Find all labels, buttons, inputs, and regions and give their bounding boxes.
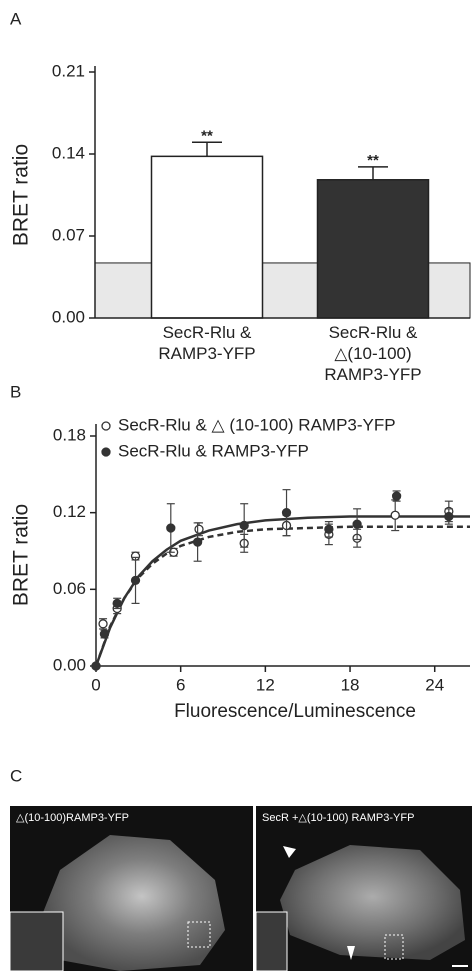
- image-caption: △(10-100)RAMP3-YFP: [16, 812, 129, 824]
- point: [390, 510, 400, 520]
- cell: [40, 835, 225, 971]
- x-tick-label: SecR-Rlu & RAMP3-YFP: [158, 323, 256, 363]
- point: [112, 598, 122, 609]
- legend-label: SecR-Rlu & △ (10-100) RAMP3-YFP: [118, 415, 396, 434]
- panel-label: B: [10, 382, 21, 401]
- point: [91, 661, 101, 671]
- inset: [9, 911, 64, 971]
- roi-box: [187, 921, 211, 948]
- legend-label: SecR-Rlu & RAMP3-YFP: [118, 441, 309, 460]
- y-tick-label: 0.06: [53, 579, 86, 598]
- bar: [150, 155, 264, 319]
- fit-line: [94, 525, 470, 667]
- x-axis-label: Fluorescence/Luminescence: [174, 701, 416, 722]
- panel-label: A: [10, 9, 22, 28]
- x-tick-label: 6: [176, 675, 185, 694]
- y-tick-label: 0.18: [53, 425, 86, 444]
- legend-marker: [101, 447, 111, 457]
- y-tick-label: 0.14: [52, 143, 85, 162]
- bar: [316, 179, 430, 319]
- point: [194, 524, 204, 534]
- fit-line: [94, 515, 470, 667]
- y-tick-label: 0.07: [52, 225, 85, 244]
- x-tick-label: 24: [425, 675, 444, 694]
- point: [98, 619, 108, 629]
- significance: **: [201, 127, 213, 144]
- inset: [255, 911, 288, 971]
- point: [281, 508, 292, 518]
- significance: **: [367, 152, 379, 169]
- legend-marker: [101, 421, 111, 431]
- point: [324, 524, 334, 534]
- image-caption: SecR +△(10-100) RAMP3-YFP: [262, 812, 414, 824]
- point: [391, 491, 402, 501]
- roi-box: [384, 934, 404, 960]
- point: [99, 629, 110, 639]
- y-tick-label: 0.00: [52, 307, 85, 326]
- y-tick-label: 0.12: [53, 502, 86, 521]
- x-tick-label: 12: [256, 675, 275, 694]
- x-tick-label: 18: [341, 675, 360, 694]
- y-axis-label: BRET ratio: [10, 144, 33, 246]
- cell: [280, 845, 465, 960]
- panel-label: C: [10, 766, 22, 785]
- point: [239, 520, 249, 531]
- y-axis-label: BRET ratio: [10, 504, 33, 606]
- arrowhead: [283, 846, 296, 858]
- point: [352, 519, 362, 529]
- point: [444, 511, 454, 522]
- x-tick-label: 0: [91, 675, 100, 694]
- x-tick-label: SecR-Rlu & △(10-100) RAMP3-YFP: [324, 323, 422, 384]
- point: [166, 523, 176, 533]
- y-tick-label: 0.21: [52, 61, 85, 80]
- y-tick-label: 0.00: [53, 655, 86, 674]
- arrowhead: [347, 946, 355, 960]
- point: [130, 575, 141, 586]
- point: [192, 537, 203, 547]
